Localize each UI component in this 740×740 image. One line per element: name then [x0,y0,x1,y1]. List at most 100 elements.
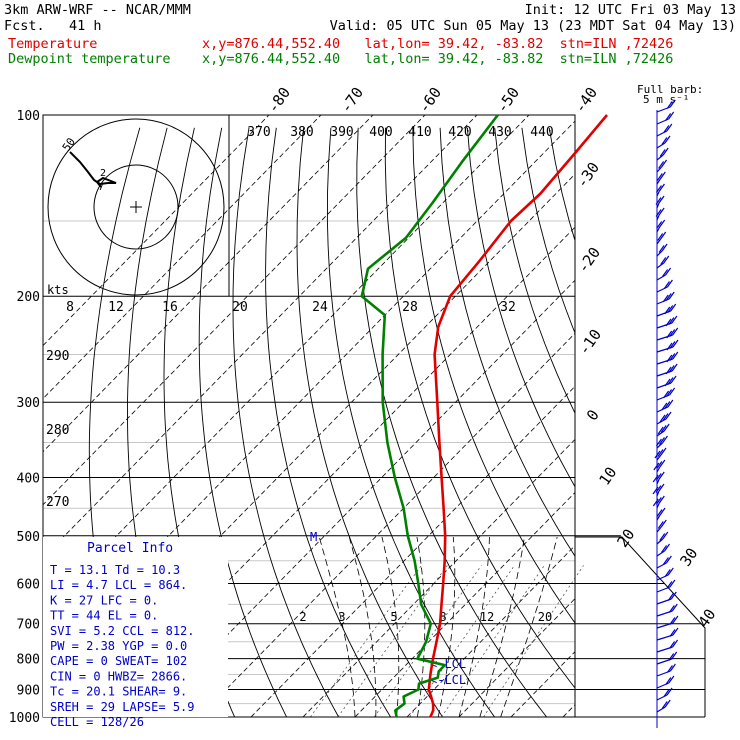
barb-shaft [656,226,661,233]
theta-label: 410 [408,125,431,140]
wind-barbs [652,99,679,728]
barb-feather [672,615,679,624]
barb-feather [658,207,665,216]
parcel-row: T = 13.1 Td = 10.3 [50,563,180,577]
barb-shaft [656,154,664,161]
parcel-row: SREH = 29 LAPSE= 5.9 [50,700,195,714]
dry-adiabat-label: 290 [46,349,69,364]
barb-feather [665,677,672,685]
barb-feather [667,593,674,601]
hodograph-axis-tick: 8 [66,300,74,315]
barb-feather [662,531,669,540]
barb-feather [667,377,674,385]
wind-barb [655,183,665,197]
wind-barb [656,531,669,545]
barb-feather [667,305,674,313]
hodograph-ring-label: 50 [60,135,78,153]
wind-barb [656,111,675,125]
barb-feather [667,567,674,576]
isotherm-label: -40 [571,84,601,117]
pressure-tick-label: 500 [17,530,40,545]
mixing-ratio-line [374,565,482,717]
theta-label: 400 [369,125,392,140]
barb-feather [657,426,664,435]
isotherm [615,115,740,717]
barb-feather [668,675,675,684]
barb-feather [662,294,669,303]
wind-barb [656,543,671,557]
barb-feather [663,423,670,432]
wind-barb [656,315,678,329]
barb-feather [664,306,671,315]
parcel-box-bg [43,537,228,717]
dry-adiabat [548,127,575,243]
barb-feather [670,375,677,384]
wind-barb [656,279,673,293]
wind-barb [654,447,667,461]
barb-feather [660,519,667,528]
wind-barb [655,435,668,449]
barb-shaft [656,502,660,509]
temperature-location: x,y=876.44,552.40 lat,lon= 39.42, -83.82… [202,36,674,52]
barb-shaft [656,706,666,713]
lcl-label: <-LCL [430,657,466,671]
barb-feather [669,579,676,588]
isotherm-label: 40 [694,606,719,631]
isotherm-label: 0 [583,406,603,424]
isotherm-label: 30 [676,545,701,570]
lcl-label: <-LCL [430,673,466,687]
wind-barb [656,651,678,665]
barb-shaft [656,274,666,281]
barb-shaft [656,442,663,449]
valid-time: Valid: 05 UTC Sun 05 May 13 (23 MDT Sat … [329,18,736,34]
isotherm-label: -30 [573,159,603,192]
parcel-row: PW = 2.38 YGP = 0.0 [50,639,187,653]
wind-barb [656,663,676,677]
barb-feather [663,125,670,133]
barb-feather [666,342,673,351]
barb-shaft [656,142,666,149]
barb-feather [669,353,676,361]
hodograph-axis-tick: 24 [312,300,328,315]
barb-feather [655,497,662,505]
pressure-tick-label: 800 [17,653,40,668]
barb-marker: M [310,530,317,544]
moist-adiabat [479,537,532,717]
moist-adiabat [279,537,356,717]
barb-feather [668,317,675,325]
wind-barb [656,699,671,713]
hodograph-unit: kts [47,283,69,297]
wind-barb [656,411,672,425]
barb-feather [666,330,673,339]
barb-shaft [656,166,663,173]
temperature-legend-label: Temperature [8,36,98,52]
barb-feather [653,462,660,471]
barb-feather [663,689,670,697]
barb-shaft [656,130,668,137]
model-title: 3km ARW-WRF -- NCAR/MMM [4,2,191,18]
barb-shaft [656,454,662,461]
barb-feather [669,387,676,396]
barb-feather [668,291,675,300]
dry-adiabat [198,127,288,717]
temperature-trace [427,114,608,718]
wind-barb [656,387,676,401]
hodograph-axis-tick: 20 [232,300,248,315]
pressure-tick-label: 600 [17,577,40,592]
wind-barb [656,135,671,149]
barb-feather [658,183,665,192]
barb-feather [661,243,668,252]
barb-feather [672,327,679,336]
barb-feather [669,663,676,672]
hodograph-axis-tick: 16 [162,300,178,315]
barb-feather [658,471,665,480]
isotherm-label: -50 [493,84,523,117]
barb-shaft [656,214,660,221]
barb-feather [666,279,673,288]
plot-frame [42,114,576,718]
dry-adiabat [326,127,496,717]
barb-shaft [656,694,668,701]
parcel-row: TT = 44 EL = 0. [50,609,158,623]
barb-feather [662,269,669,277]
